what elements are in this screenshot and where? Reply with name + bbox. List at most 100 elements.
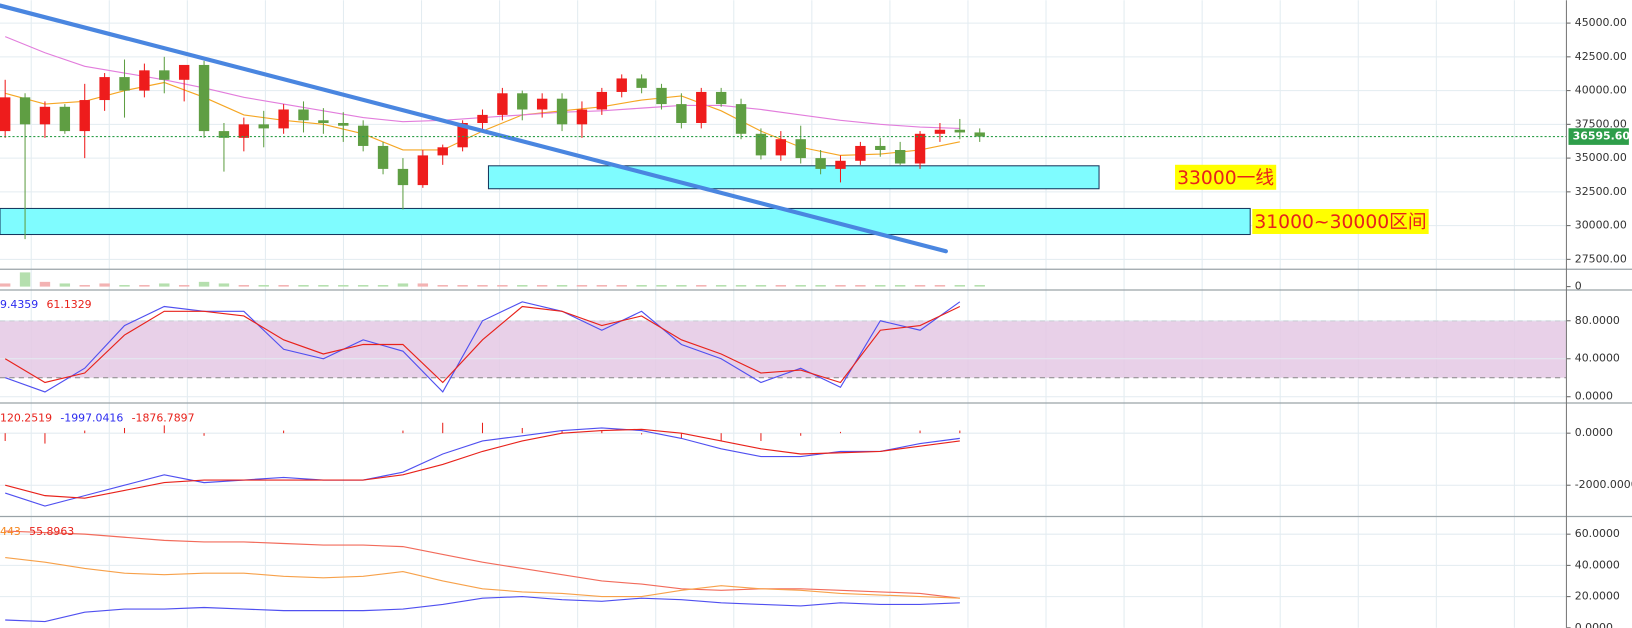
candle-body [159, 70, 170, 80]
volume-bar [875, 285, 886, 287]
candle-body [178, 64, 190, 80]
candle-body [59, 106, 71, 132]
candle-body [19, 97, 31, 125]
volume-bar [656, 285, 667, 287]
volume-bar [19, 272, 31, 287]
volume-bar [576, 285, 588, 287]
candle-body [715, 91, 727, 105]
annotation: 33000一线 [1177, 168, 1274, 189]
y-tick-label: 60.0000 [1575, 527, 1620, 540]
indicator-value: -1876.7897 [132, 412, 195, 425]
candle-body [79, 100, 90, 132]
y-tick-label: 40000.00 [1575, 84, 1627, 97]
candle-body [576, 109, 588, 125]
y-tick-label: 0.0000 [1575, 621, 1613, 628]
candle-body [556, 98, 568, 125]
volume-bar [855, 285, 866, 287]
volume-bar [39, 281, 51, 287]
indicator-line [5, 428, 960, 499]
volume-bar [954, 285, 966, 287]
y-tick-label: 80.0000 [1575, 314, 1620, 327]
volume-bar [139, 285, 150, 287]
indicator-value: 55.8963 [29, 525, 74, 538]
candle-body [855, 145, 866, 161]
candle-body [536, 98, 548, 110]
candle-body [974, 132, 985, 137]
indicator-line [5, 301, 961, 393]
candle-body [437, 147, 448, 156]
volume-bar [318, 285, 329, 287]
zone [487, 165, 1100, 190]
volume-bar [477, 285, 488, 287]
volume-bar [616, 285, 627, 287]
annotation-bg [1175, 164, 1277, 190]
volume-bar [775, 285, 787, 287]
volume-bar [99, 283, 110, 287]
indicator-line [5, 427, 960, 507]
candle-body [39, 106, 51, 125]
candle-body [755, 133, 767, 156]
y-tick-label: 0.0000 [1575, 426, 1613, 439]
volume-bar [835, 285, 846, 287]
annotation: 31000~30000区间 [1254, 212, 1426, 233]
last-price-label: 36595.60 [1573, 130, 1631, 143]
candle-body [636, 78, 647, 88]
candle-body [99, 77, 110, 101]
volume-bar [596, 285, 608, 287]
candle-body [0, 97, 11, 132]
candle-body [417, 155, 429, 186]
volume-bar [676, 285, 687, 287]
volume-bar [338, 285, 349, 287]
indicator-line [5, 530, 960, 599]
candle-body [875, 145, 886, 150]
y-tick-label: 30000.00 [1575, 219, 1627, 232]
candle-body [357, 125, 369, 146]
y-tick-label: 35000.00 [1575, 151, 1627, 164]
candle-body [477, 114, 488, 123]
volume-bar [218, 283, 230, 287]
indicator-value: 9.4359 [0, 298, 38, 311]
candle-body [139, 70, 150, 91]
volume-bar [238, 285, 250, 287]
volume-bar [79, 285, 90, 287]
y-tick-label: 40.0000 [1575, 352, 1620, 365]
y-tick-label: 42500.00 [1575, 50, 1627, 63]
candle-body [497, 93, 508, 115]
indicator-value: 61.1329 [46, 298, 91, 311]
indicator-line [4, 305, 961, 384]
volume-bar [437, 285, 448, 287]
candle-body [914, 133, 926, 164]
volume-bar [894, 285, 906, 287]
candle-body [676, 104, 687, 123]
volume-bar [815, 285, 826, 287]
volume-bar [198, 281, 210, 287]
volume-bar [735, 285, 747, 287]
candle-body [835, 160, 846, 169]
candle-body [119, 77, 130, 91]
candle-body [775, 139, 787, 156]
volume-bar [974, 285, 985, 287]
band [0, 320, 1567, 378]
y-tick-label: 32500.00 [1575, 185, 1627, 198]
candle-body [934, 129, 946, 134]
candle-body [656, 87, 667, 105]
volume-bar [636, 285, 647, 287]
volume-bar [298, 285, 309, 287]
volume-bar [715, 285, 727, 287]
volume-bar [795, 285, 806, 287]
last-price-box [1568, 128, 1629, 145]
y-tick-label: 0 [1575, 280, 1582, 293]
volume-bar [59, 283, 71, 287]
candle-body [298, 109, 309, 121]
volume-bar [258, 285, 269, 287]
volume-bar [119, 285, 130, 287]
candle-body [238, 124, 250, 138]
annotation-bg [1252, 208, 1429, 234]
indicator-value: -1997.0416 [60, 412, 123, 425]
y-tick-label: 37500.00 [1575, 117, 1627, 130]
y-tick-label: 45000.00 [1575, 16, 1627, 29]
trend-line [0, 3, 948, 254]
candle-body [278, 109, 289, 129]
volume-bar [755, 285, 767, 287]
